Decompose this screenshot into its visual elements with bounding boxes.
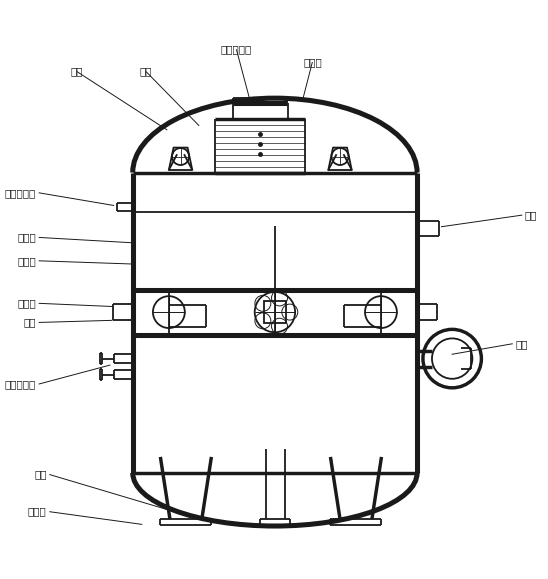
Text: 支腿: 支腿 (34, 470, 47, 479)
Text: 人孔: 人孔 (516, 339, 528, 349)
Text: 管座: 管座 (525, 210, 538, 220)
Text: 外圆筒: 外圆筒 (17, 256, 36, 266)
Text: 吊耳: 吊耳 (140, 67, 152, 76)
Text: 进水口: 进水口 (17, 298, 36, 309)
Text: 排污口: 排污口 (28, 507, 47, 516)
Text: 排气口: 排气口 (303, 57, 322, 67)
Text: 内圆筒: 内圆筒 (17, 232, 36, 243)
Text: 压力变送口: 压力变送口 (5, 188, 36, 198)
Text: 隔板: 隔板 (24, 317, 36, 328)
Text: 汽水分离器: 汽水分离器 (221, 44, 252, 54)
Bar (264, 302, 286, 323)
Text: 封头: 封头 (71, 67, 83, 76)
Text: 液位计接口: 液位计接口 (5, 379, 36, 389)
